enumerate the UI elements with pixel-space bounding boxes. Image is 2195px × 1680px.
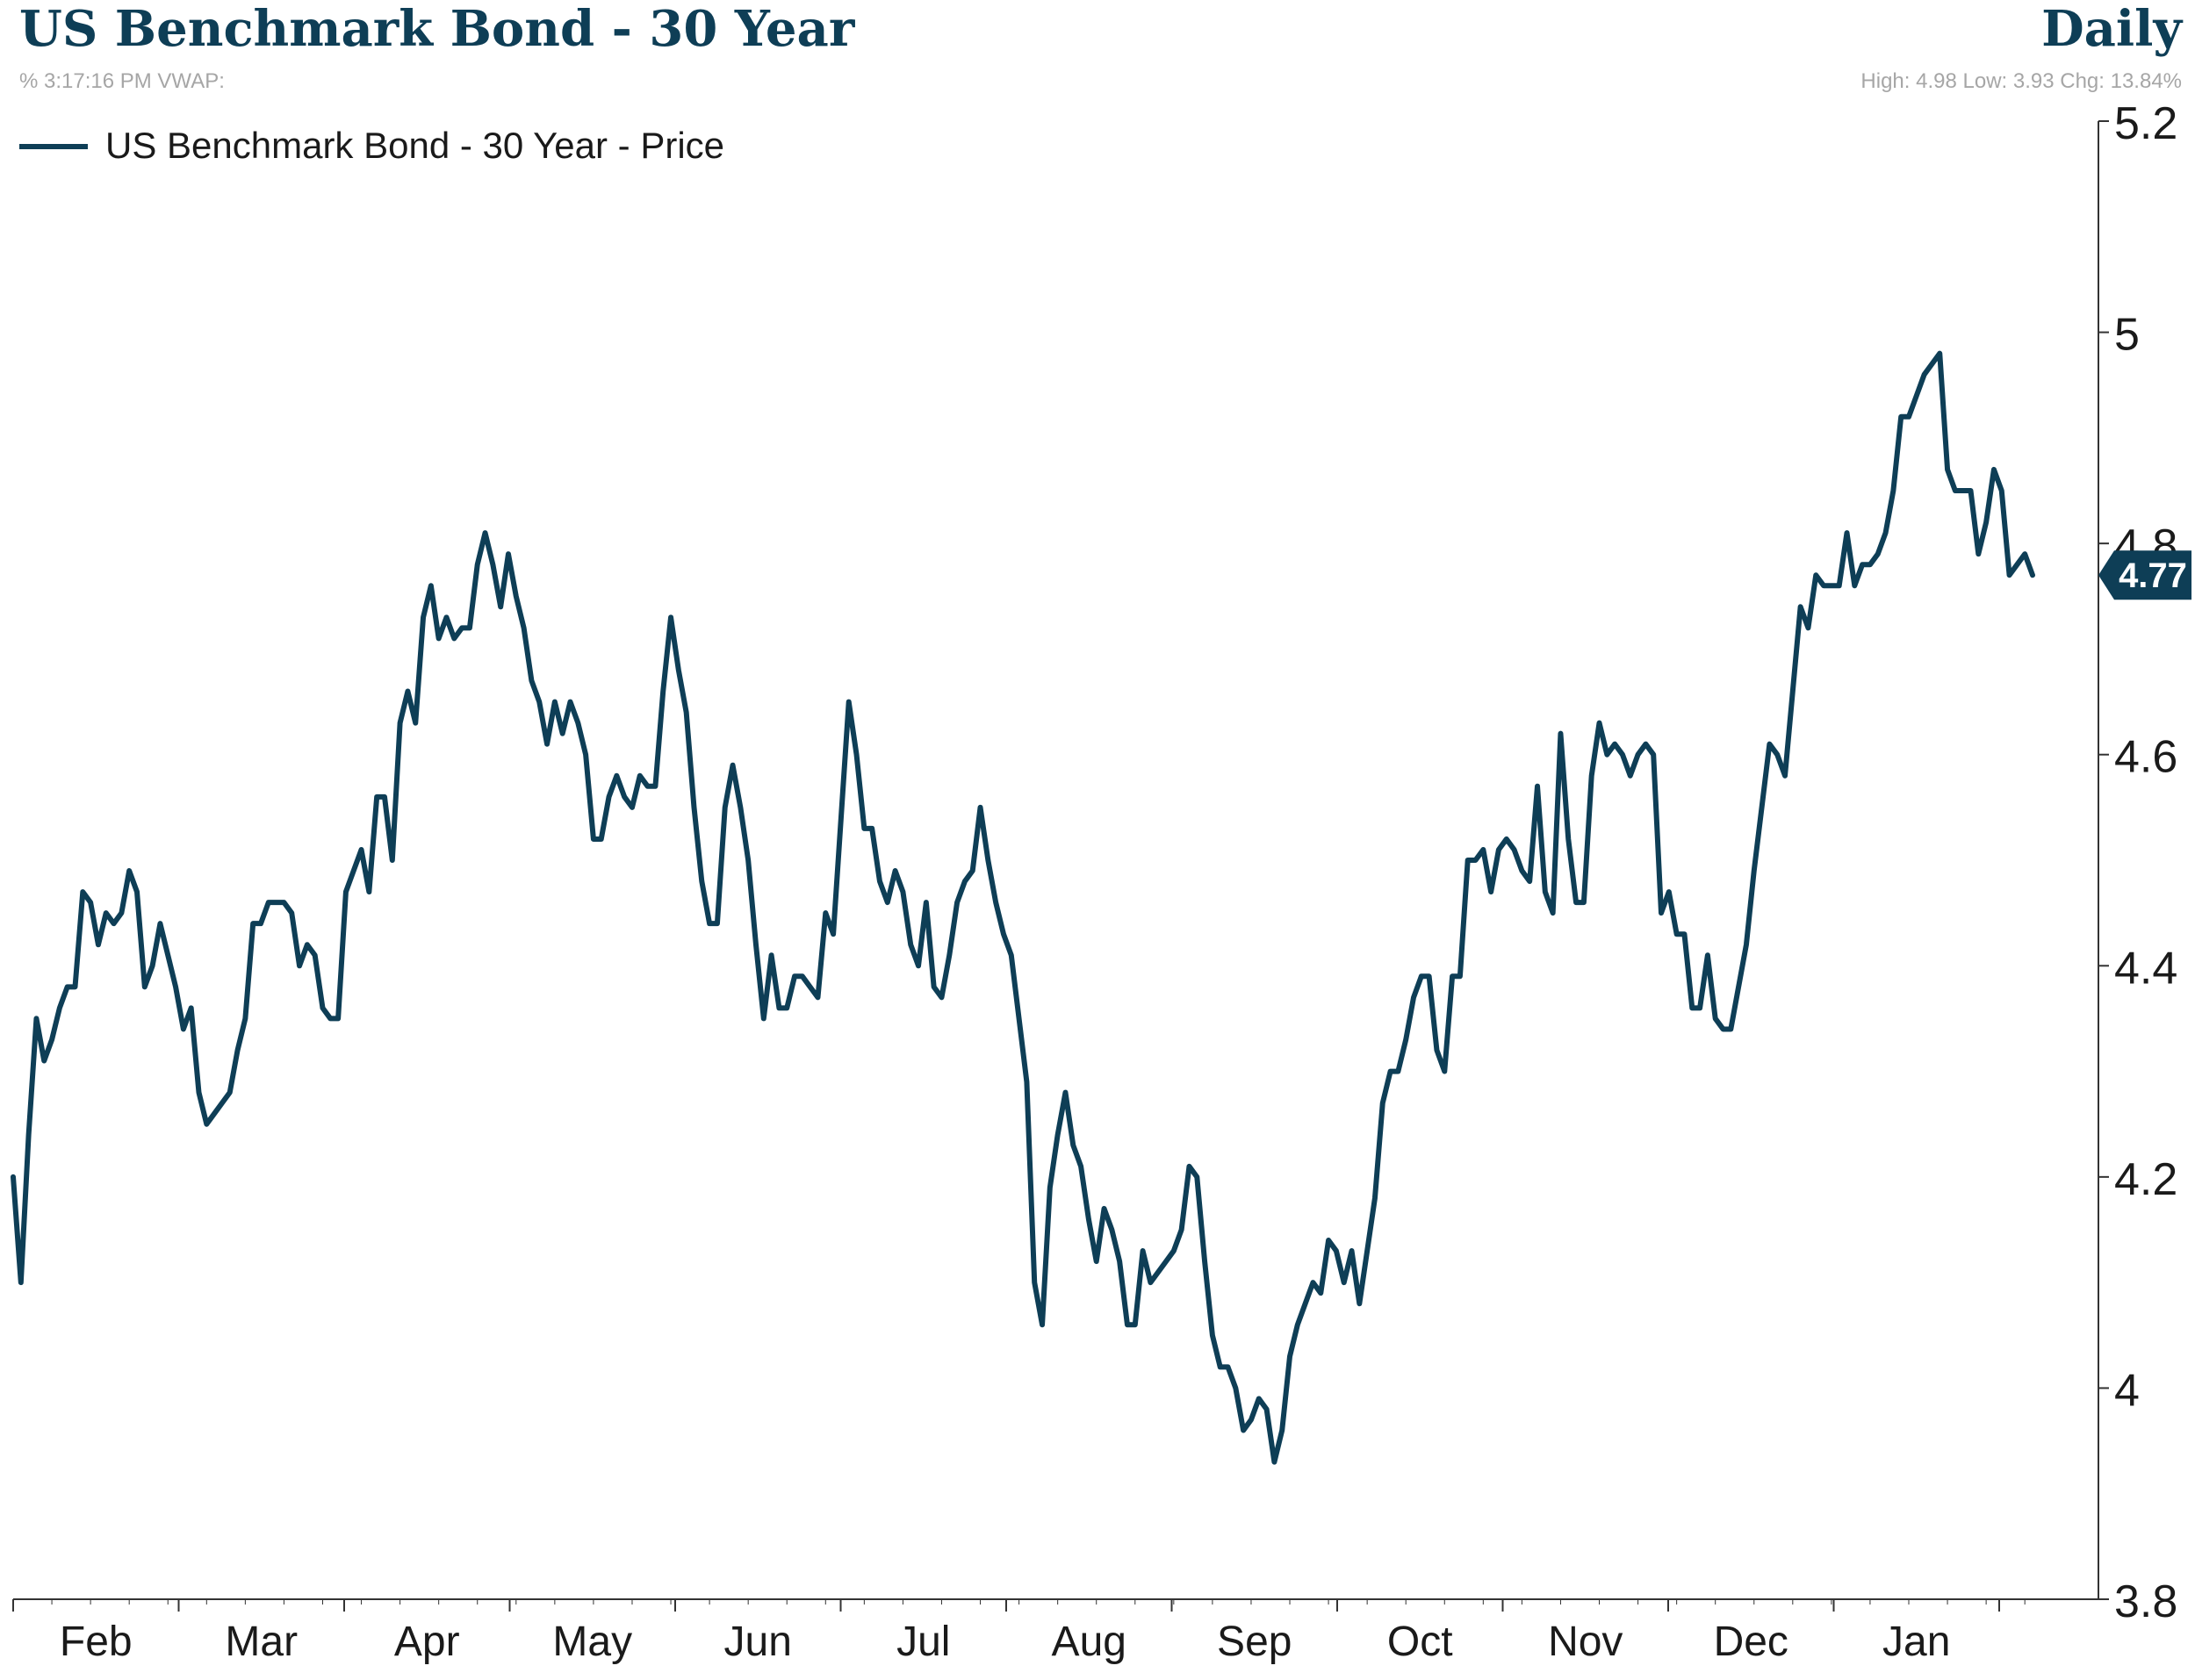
y-tick-label: 5 <box>2114 310 2140 361</box>
y-tick-label: 5.2 <box>2114 98 2177 149</box>
x-tick-label: May <box>552 1619 632 1665</box>
last-value-badge-shape <box>2098 550 2191 600</box>
subtitle-left: % 3:17:16 PM VWAP: <box>19 69 225 93</box>
x-tick-label: Nov <box>1548 1619 1623 1665</box>
series-layer <box>11 350 2035 1465</box>
y-tick-label: 3.8 <box>2114 1576 2177 1627</box>
x-tick-label: Oct <box>1387 1619 1453 1665</box>
x-tick-label: Sep <box>1217 1619 1292 1665</box>
y-tick-label: 4 <box>2114 1365 2140 1416</box>
y-tick-label: 4.6 <box>2114 732 2177 783</box>
x-tick-label: Jul <box>896 1619 950 1665</box>
x-tick-label: Dec <box>1714 1619 1788 1665</box>
x-tick-label: Feb <box>60 1619 133 1665</box>
last-value-badge: 4.77 <box>2098 550 2191 600</box>
x-tick-label: Mar <box>225 1619 298 1665</box>
x-tick-label: Apr <box>394 1619 460 1665</box>
y-tick-label: 4.2 <box>2114 1154 2177 1205</box>
y-tick-label: 4.4 <box>2114 943 2177 994</box>
y-axis-ticks: 3.844.24.44.64.855.2 <box>2098 98 2177 1627</box>
legend-label: US Benchmark Bond - 30 Year - Price <box>105 125 724 166</box>
x-axis-ticks: Feb Mar Apr May Jun Jul Aug Sep Oct Nov Dec Jan <box>12 1599 2026 1665</box>
x-tick-label: Jan <box>1882 1619 1950 1665</box>
last-value-label: 4.77 <box>2119 556 2187 595</box>
subtitle-right: High: 4.98 Low: 3.93 Chg: 13.84% <box>1860 69 2182 93</box>
chart-title: US Benchmark Bond - 30 Year <box>19 0 856 58</box>
x-tick-label: Aug <box>1052 1619 1126 1665</box>
series-line-price <box>11 350 2035 1465</box>
x-tick-label: Jun <box>724 1619 792 1665</box>
frequency-label: Daily <box>2041 0 2183 58</box>
legend: US Benchmark Bond - 30 Year - Price <box>19 125 724 166</box>
